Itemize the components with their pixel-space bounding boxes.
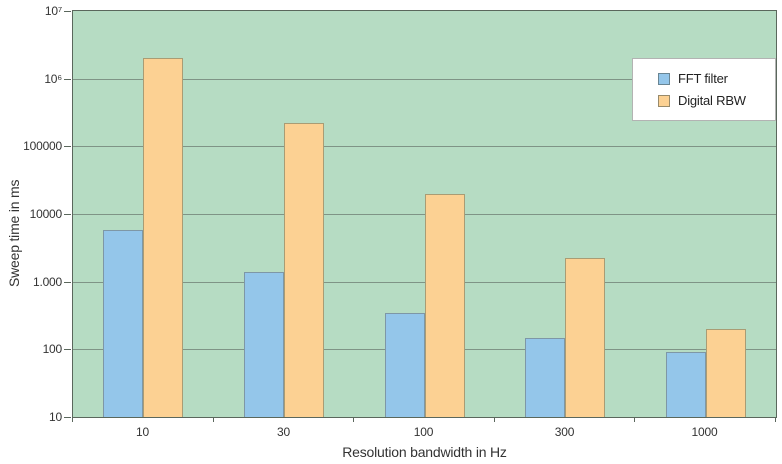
x-axis-title: Resolution bandwidth in Hz [342,444,507,460]
bar-digital-rbw-30 [284,123,324,417]
legend-item-fft-filter: FFT filter [658,71,775,86]
x-tick-mark [213,418,214,422]
x-tick-mark [72,418,73,422]
digital-rbw-swatch-icon [658,94,670,107]
y-tick-label: 10000 [29,207,63,221]
bar-fft-filter-30 [244,272,284,417]
y-tick-mark [64,349,71,350]
bar-fft-filter-1000 [666,352,706,417]
y-tick-mark [64,11,71,12]
y-tick-label: 10⁶ [44,72,62,86]
y-tick-label: 100 [42,342,63,356]
y-tick-mark [64,282,71,283]
legend-label-digital-rbw: Digital RBW [678,93,746,108]
y-tick-mark [64,417,71,418]
bar-digital-rbw-300 [565,258,605,417]
x-tick-mark [634,418,635,422]
gridline [73,146,776,147]
x-tick-mark [775,418,776,422]
bar-fft-filter-300 [525,338,565,417]
plot-area: FFT filter Digital RBW [72,10,777,418]
y-tick-mark [64,146,71,147]
bar-fft-filter-10 [103,230,143,417]
x-category-label: 300 [554,425,575,439]
y-tick-label: 1.000 [32,275,62,289]
gridline [73,214,776,215]
y-tick-mark [64,79,71,80]
fft-filter-swatch-icon [658,72,670,85]
bar-digital-rbw-1000 [706,329,746,417]
y-tick-mark [64,214,71,215]
x-category-label: 100 [413,425,434,439]
y-axis-title: Sweep time in ms [6,179,22,287]
y-tick-label: 100000 [23,139,62,153]
x-category-label: 1000 [691,425,718,439]
gridline [73,282,776,283]
legend-label-fft-filter: FFT filter [678,71,728,86]
gridline [73,79,776,80]
legend: FFT filter Digital RBW [632,58,776,121]
bar-fft-filter-100 [385,313,425,417]
legend-item-digital-rbw: Digital RBW [658,93,775,108]
x-category-label: 30 [277,425,290,439]
bar-digital-rbw-10 [143,58,183,417]
y-tick-label: 10⁷ [44,4,62,18]
y-tick-label: 10 [49,410,62,424]
x-tick-mark [353,418,354,422]
x-tick-mark [494,418,495,422]
x-category-label: 10 [136,425,149,439]
bar-digital-rbw-100 [425,194,465,417]
